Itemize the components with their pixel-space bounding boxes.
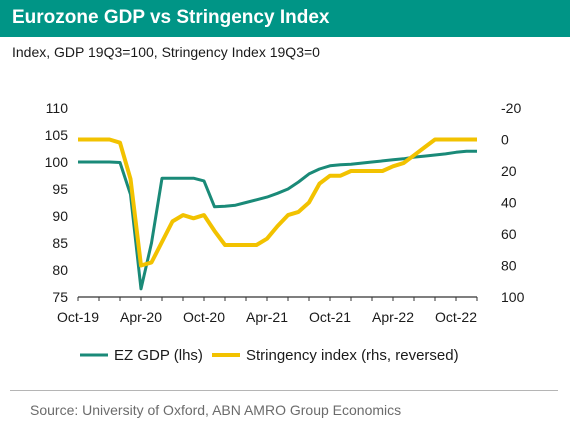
- y-right-tick-label: 20: [501, 163, 517, 179]
- y-right-tick-label: -20: [501, 100, 521, 116]
- y-left-tick-label: 75: [52, 289, 68, 305]
- x-tick-label: Oct-20: [183, 309, 225, 325]
- title-bar: [0, 0, 570, 37]
- x-tick-label: Apr-20: [120, 309, 162, 325]
- x-tick-label: Apr-21: [246, 309, 288, 325]
- x-tick-label: Apr-22: [372, 309, 414, 325]
- gdp-series-line: [78, 149, 477, 291]
- stringency-series-line: [78, 137, 477, 268]
- chart-subtitle: Index, GDP 19Q3=100, Stringency Index 19…: [12, 44, 320, 60]
- y-left-tick-label: 95: [52, 181, 68, 197]
- legend-stringency-label: Stringency index (rhs, reversed): [246, 347, 459, 364]
- y-left-tick-label: 110: [46, 100, 69, 116]
- y-left-tick-label: 80: [52, 262, 68, 278]
- y-left-tick-label: 100: [45, 154, 69, 170]
- source-note: Source: University of Oxford, ABN AMRO G…: [30, 402, 402, 418]
- y-right-tick-label: 60: [501, 226, 517, 242]
- y-left-tick-label: 90: [52, 208, 68, 224]
- x-tick-label: Oct-19: [57, 309, 99, 325]
- y-right-tick-label: 40: [501, 195, 517, 211]
- footer-divider: [10, 390, 558, 391]
- legend-gdp-label: EZ GDP (lhs): [114, 347, 203, 364]
- x-tick-label: Oct-21: [309, 309, 351, 325]
- y-left-tick-label: 85: [52, 235, 68, 251]
- chart-title: Eurozone GDP vs Stringency Index: [12, 7, 330, 28]
- y-right-tick-label: 100: [501, 289, 525, 305]
- x-tick-label: Oct-22: [435, 309, 477, 325]
- y-right-tick-label: 0: [501, 132, 509, 148]
- y-right-tick-label: 80: [501, 258, 517, 274]
- y-left-tick-label: 105: [45, 127, 69, 143]
